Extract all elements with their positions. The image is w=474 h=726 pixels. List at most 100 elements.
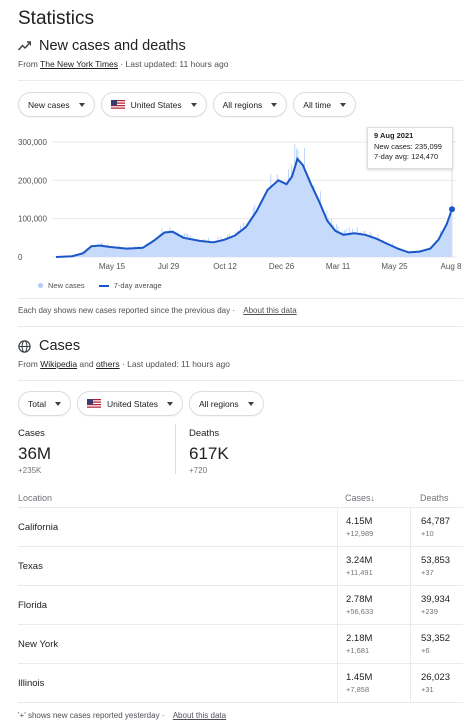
deaths-stat-value: 617K [189, 444, 229, 463]
caret-down-icon [54, 401, 61, 406]
tooltip-avg: 7-day avg: 124,470 [374, 152, 439, 161]
x-tick-label: May 25 [381, 262, 408, 271]
cases-value: 3.24M [346, 555, 373, 566]
source-line: From The New York Times · Last updated: … [18, 59, 228, 69]
location-column-header: Location [18, 492, 53, 503]
cases-stat: Cases 36M +235K [18, 428, 51, 475]
table-row[interactable]: Texas 3.24M +11,491 53,853 +37 [18, 547, 463, 586]
source-prefix: From [18, 359, 41, 369]
deaths-delta: +31 [421, 685, 434, 694]
caret-down-icon [190, 102, 197, 107]
cases-delta: +12,989 [346, 529, 374, 538]
cases-delta: +1,681 [346, 646, 370, 655]
deaths-value: 53,853 [421, 555, 451, 566]
new-cases-area [56, 158, 452, 257]
location-cell: Illinois [18, 677, 45, 689]
about-this-data-link[interactable]: About this data [243, 306, 297, 315]
page-title: Statistics [18, 8, 95, 29]
deaths-value: 64,787 [421, 516, 451, 527]
y-tick-label: 200,000 [18, 176, 47, 185]
table-footnote-text: '+' shows new cases reported yesterday [18, 711, 160, 720]
legend-new-cases: New cases [38, 281, 85, 290]
filter-bar: New cases United States All regions All … [18, 92, 357, 117]
caret-down-icon [340, 102, 347, 107]
legend-seven-day-average: 7-day average [98, 281, 162, 290]
last-updated: · Last updated: 11 hours ago [119, 359, 231, 369]
cases-column-header[interactable]: Cases↓ [345, 492, 376, 503]
chart-svg: 300,000 200,000 100,000 0 May 15 Jul 29 Oct 1… [18, 138, 462, 271]
table-row[interactable]: Florida 2.78M +56,633 39,934 +239 [18, 586, 463, 625]
region-dropdown[interactable]: All regions [212, 92, 288, 117]
divider [18, 80, 463, 81]
filter-bar: Total United States All regions [18, 391, 264, 416]
deaths-cell: 53,352 +6 [410, 625, 470, 663]
deaths-stat-label: Deaths [189, 428, 220, 439]
deaths-cell: 39,934 +239 [410, 586, 470, 624]
table-row[interactable]: New York 2.18M +1,681 53,352 +6 [18, 625, 463, 664]
cases-value: 2.18M [346, 633, 373, 644]
cases-cell: 4.15M +12,989 [337, 508, 410, 546]
cases-stat-delta: +235K [18, 466, 42, 475]
y-tick-label: 300,000 [18, 138, 47, 147]
divider [18, 326, 463, 327]
hover-marker-dot [449, 206, 455, 213]
table-footnote: '+' shows new cases reported yesterday ·… [18, 711, 226, 720]
deaths-cell: 53,853 +37 [410, 547, 470, 585]
legend-dot-icon [38, 283, 43, 288]
divider [18, 298, 463, 299]
chart-footnote: Each day shows new cases reported since … [18, 306, 297, 315]
x-tick-label: Aug 8 [441, 262, 462, 271]
seven-day-average-line [55, 156, 453, 258]
legend-average-label: 7-day average [113, 281, 162, 290]
source-link[interactable]: The New York Times [40, 59, 118, 69]
country-dropdown[interactable]: United States [100, 92, 207, 117]
section-new-cases-heading: New cases and deaths [18, 38, 186, 54]
source-and: and [77, 359, 96, 369]
trending-icon [18, 41, 31, 51]
deaths-delta: +10 [421, 529, 434, 538]
cases-stat-label: Cases [18, 428, 45, 439]
x-tick-label: Mar 11 [326, 262, 351, 271]
caret-down-icon [78, 102, 85, 107]
region-dropdown[interactable]: All regions [189, 391, 264, 416]
wikipedia-link[interactable]: Wikipedia [40, 359, 78, 369]
globe-icon [18, 339, 31, 353]
total-dropdown[interactable]: Total [18, 391, 71, 416]
deaths-delta: +37 [421, 568, 434, 577]
about-this-data-link[interactable]: About this data [172, 711, 227, 720]
footnote-separator: · [161, 711, 165, 720]
us-flag-icon [110, 99, 125, 110]
cases-value: 1.45M [346, 672, 373, 683]
table-row[interactable]: California 4.15M +12,989 64,787 +10 [18, 508, 463, 547]
chart-footnote-text: Each day shows new cases reported since … [18, 306, 231, 315]
last-updated: · Last updated: 11 hours ago [118, 59, 229, 69]
total-dropdown-label: Total [28, 398, 46, 409]
deaths-column-header[interactable]: Deaths [420, 492, 449, 503]
us-flag-icon [86, 398, 101, 409]
others-link[interactable]: others [95, 359, 120, 369]
cases-by-location-table: Location Cases↓ Deaths California 4.15M +… [18, 488, 463, 703]
metric-dropdown[interactable]: New cases [18, 92, 95, 117]
deaths-value: 26,023 [421, 672, 451, 683]
deaths-value: 39,934 [421, 594, 451, 605]
y-tick-label: 100,000 [18, 215, 47, 224]
y-tick-label: 0 [18, 253, 23, 262]
country-dropdown[interactable]: United States [76, 391, 183, 416]
divider [18, 380, 463, 381]
deaths-cell: 26,023 +31 [410, 664, 470, 702]
footnote-separator: · [232, 306, 236, 315]
time-range-dropdown[interactable]: All time [293, 92, 357, 117]
table-row[interactable]: Illinois 1.45M +7,858 26,023 +31 [18, 664, 463, 703]
region-dropdown-label: All regions [199, 398, 239, 409]
source-line: From Wikipedia and others · Last updated… [18, 359, 230, 369]
chart-legend: New cases 7-day average [38, 281, 162, 290]
location-cell: California [18, 521, 59, 533]
region-dropdown-label: All regions [222, 99, 263, 110]
x-tick-label: Dec 26 [269, 262, 295, 271]
tooltip-date: 9 Aug 2021 [374, 131, 414, 140]
new-cases-chart[interactable]: 300,000 200,000 100,000 0 May 15 Jul 29 Oct 1… [0, 128, 474, 278]
x-tick-label: Oct 12 [213, 262, 237, 271]
legend-line-icon [98, 284, 109, 287]
cases-delta: +7,858 [346, 685, 370, 694]
cases-cell: 1.45M +7,858 [337, 664, 410, 702]
